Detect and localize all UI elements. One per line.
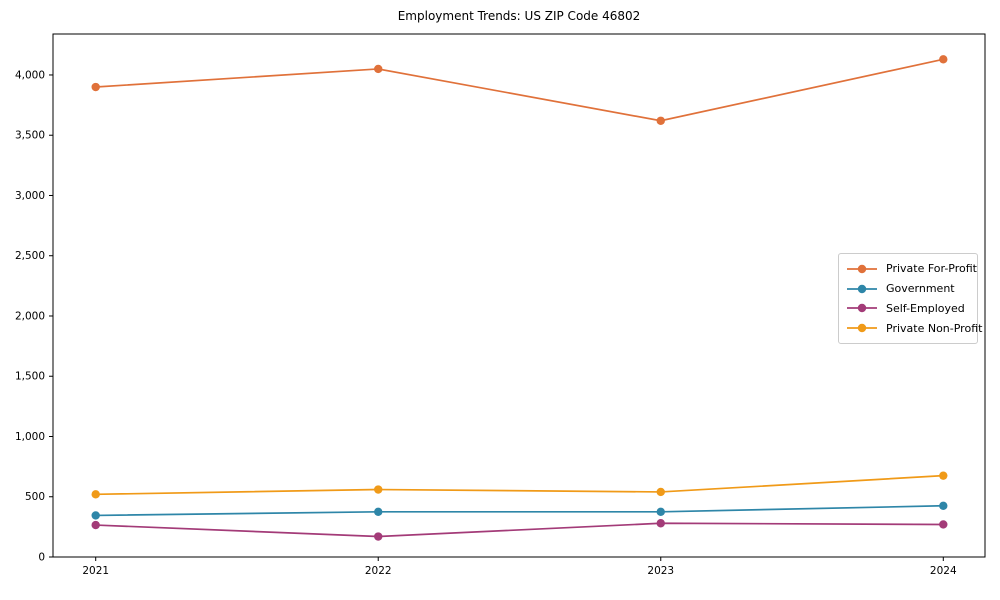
series-line-private-non-profit (95, 474, 944, 496)
legend-sample-marker (857, 284, 867, 293)
data-point-marker (656, 487, 665, 497)
data-point-marker (939, 55, 948, 64)
data-point-marker (91, 82, 100, 92)
legend-line-sample-icon (847, 323, 877, 333)
data-point-marker (656, 519, 665, 528)
legend-line-sample-icon (847, 284, 877, 293)
chart-title: Employment Trends: US ZIP Code 46802 (397, 9, 641, 23)
data-point-marker (374, 532, 383, 541)
y-tick-label: 4,000 (15, 69, 45, 81)
series-line-private-for-profit (95, 58, 944, 122)
y-tick-label: 0 (38, 552, 45, 564)
legend-label: Private For-Profit (886, 262, 977, 276)
x-tick-label: 2021 (82, 565, 109, 577)
series-line-self-employed (95, 522, 944, 538)
data-point-marker (374, 64, 383, 74)
data-point-marker (939, 501, 948, 510)
data-point-marker (656, 507, 665, 517)
legend-sample-marker (857, 264, 867, 274)
legend-label: Private Non-Profit (886, 321, 983, 335)
data-point-marker (91, 490, 100, 499)
legend-label: Government (886, 282, 955, 296)
legend-item-private-for-profit: Private For-Profit (845, 259, 977, 279)
legend-line-sample-icon (847, 264, 877, 274)
legend-item-private-non-profit: Private Non-Profit (845, 318, 982, 338)
data-point-marker (91, 511, 100, 520)
y-tick-label: 1,000 (15, 431, 45, 443)
data-point-marker (939, 520, 948, 529)
y-tick-label: 2,000 (15, 310, 45, 322)
y-tick-label: 500 (25, 491, 45, 503)
y-tick-label: 1,500 (15, 371, 45, 383)
legend-line-sample-icon (847, 304, 877, 313)
data-point-marker (374, 507, 383, 517)
series-line-government (95, 504, 944, 517)
legend-sample-marker (857, 323, 867, 333)
legend-item-government: Government (845, 279, 970, 299)
x-tick-label: 2022 (365, 565, 392, 577)
x-tick-label: 2023 (647, 565, 674, 577)
data-point-marker (91, 520, 100, 530)
data-point-marker (939, 471, 948, 480)
y-tick-label: 3,500 (15, 130, 45, 142)
y-tick-label: 2,500 (15, 250, 45, 262)
y-tick-label: 3,000 (15, 190, 45, 202)
data-point-marker (374, 485, 383, 494)
legend-box: Private For-Profit Government Self-Employe… (838, 253, 982, 344)
legend-item-self-employed: Self-Employed (845, 299, 970, 319)
plot-border (52, 33, 986, 558)
data-point-marker (656, 116, 665, 125)
legend-label: Self-Employed (886, 301, 965, 315)
legend-sample-marker (857, 304, 867, 313)
x-tick-label: 2024 (930, 565, 957, 577)
